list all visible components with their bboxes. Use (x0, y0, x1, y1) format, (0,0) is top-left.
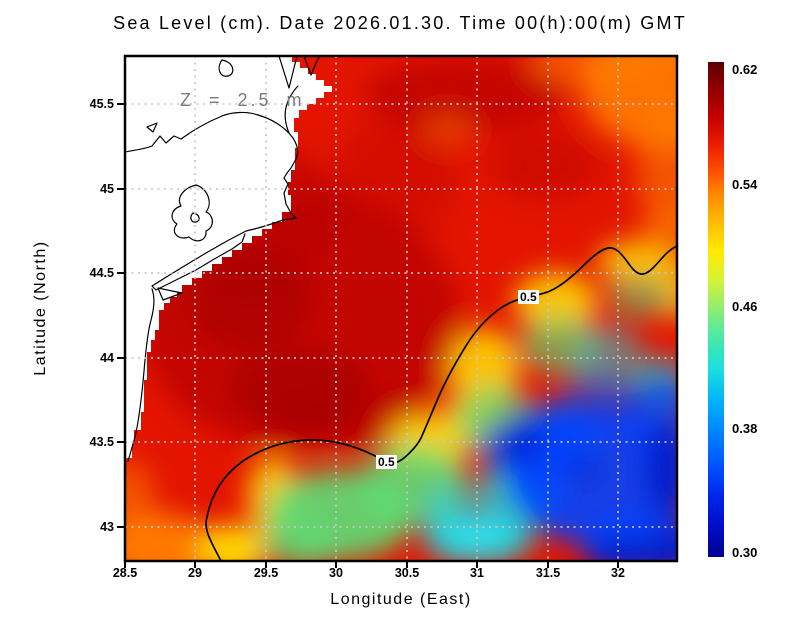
y-tick-label: 45 (100, 182, 114, 196)
grid-lines (125, 56, 677, 561)
land-mass (125, 56, 332, 458)
contour-line (205, 245, 678, 562)
colorbar-label: 0.62 (732, 62, 758, 77)
x-tick-label: 32 (611, 566, 625, 580)
y-tick-label: 43.5 (89, 435, 114, 449)
heatmap-field (125, 56, 677, 561)
y-tick-label: 45.5 (89, 97, 114, 111)
y-tick-label: 44.5 (89, 266, 114, 280)
contour-label: 0.5 (518, 290, 539, 304)
x-tick-label: 29 (188, 566, 202, 580)
colorbar-label: 0.54 (732, 177, 758, 192)
x-tick-label: 29.5 (253, 566, 279, 580)
x-tick-label: 28.5 (112, 566, 138, 580)
x-tick-label: 31 (470, 566, 484, 580)
chart-title: Sea Level (cm). Date 2026.01.30. Time 00… (113, 13, 687, 33)
colorbar-label: 0.38 (732, 421, 758, 436)
x-tick-label: 31.5 (535, 566, 561, 580)
y-tick-label: 43 (100, 520, 114, 534)
colorbar-label: 0.30 (732, 545, 758, 560)
contour-label: 0.5 (376, 455, 397, 469)
y-tick-label: 44 (100, 351, 114, 365)
x-tick-label: 30.5 (394, 566, 420, 580)
x-axis-label: Longitude (East) (330, 591, 472, 608)
coastline (125, 56, 321, 462)
plot-border (123, 54, 679, 563)
colorbar-label: 0.46 (732, 299, 758, 314)
axis-ticks (117, 103, 619, 568)
x-tick-label: 30 (329, 566, 343, 580)
y-axis-label: Latitude (North) (32, 240, 49, 376)
depth-annotation: Z = 2.5 m (180, 90, 305, 110)
colorbar (708, 62, 724, 557)
